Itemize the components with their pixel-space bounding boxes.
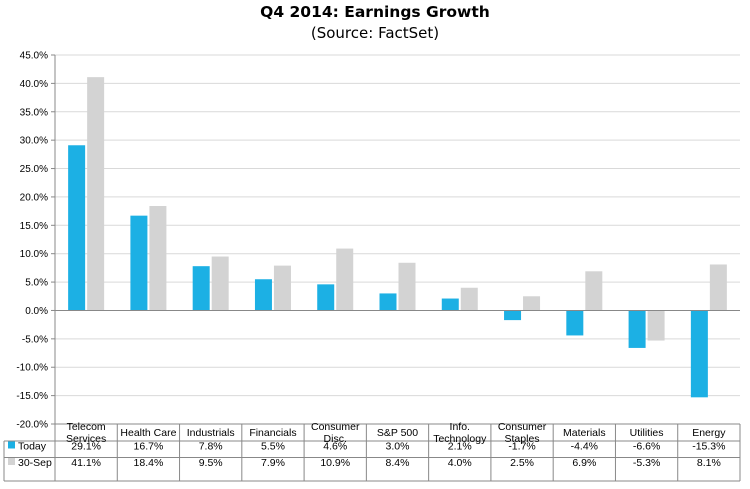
data-label: 6.9% [572,457,596,469]
data-label: 10.9% [320,457,350,469]
data-label: 29.1% [71,441,101,453]
chart-title: Q4 2014: Earnings Growth [260,3,490,21]
category-label: Financials [249,427,296,439]
category-label: Technology [433,433,487,445]
bar-30-sep [523,296,541,311]
data-label: 8.1% [697,457,721,469]
y-tick-label: -5.0% [22,334,48,345]
data-label: 41.1% [71,457,101,469]
y-tick-label: 40.0% [20,79,48,90]
category-label: Energy [692,427,726,439]
category-label: Telecom [67,421,106,433]
y-tick-label: 10.0% [20,249,48,260]
y-tick-label: 45.0% [20,51,48,62]
bars [55,77,740,398]
data-label: -15.3% [692,441,725,453]
data-label: -5.3% [633,457,660,469]
category-label: Materials [563,427,606,439]
y-tick-label: 35.0% [20,107,48,118]
y-tick-label: 20.0% [20,192,48,203]
bar-today [441,298,459,311]
y-tick-label: 25.0% [20,164,48,175]
bar-today [504,310,522,321]
y-tick-label: 5.0% [25,278,48,289]
data-label: 5.5% [261,441,285,453]
category-label: Services [66,433,106,445]
data-label: 3.0% [386,441,410,453]
data-label: -1.7% [508,441,535,453]
legend-key-today [8,441,15,449]
legend-label: Today [18,441,47,453]
bar-30-sep [647,310,665,341]
legend-key-30-sep [8,458,15,465]
bar-today [254,279,272,311]
category-label: Industrials [187,427,235,439]
data-label: -4.4% [571,441,598,453]
bar-today [566,310,584,336]
data-label: -6.6% [633,441,660,453]
y-tick-label: -20.0% [16,420,48,431]
legend-label: 30-Sep [18,457,52,469]
data-label: 7.9% [261,457,285,469]
bar-30-sep [87,77,105,311]
bar-today [130,215,148,311]
y-axis-ticks: 45.0% 40.0% 35.0% 30.0% 25.0% 20.0% 15.0% 10.0%… [16,51,56,481]
y-tick-label: 15.0% [20,221,48,232]
bar-30-sep [709,264,727,311]
data-label: 16.7% [134,441,164,453]
category-label: Consumer [498,421,547,433]
data-label: 7.8% [199,441,223,453]
category-label: Utilities [630,427,664,439]
data-label: 4.6% [323,441,347,453]
data-label: 18.4% [134,457,164,469]
data-label: 2.1% [448,441,472,453]
data-label: 4.0% [448,457,472,469]
data-label: 8.4% [386,457,410,469]
category-label: Staples [505,433,540,445]
y-tick-label: -10.0% [16,363,48,374]
bar-30-sep [585,271,603,311]
bar-today [690,310,708,398]
bar-30-sep [273,265,291,311]
y-tick-label: -15.0% [16,391,48,402]
bar-30-sep [211,256,229,311]
bar-today [379,293,397,311]
data-label: 9.5% [199,457,223,469]
category-label: Disc. [324,433,347,445]
y-tick-label: 0.0% [25,306,48,317]
data-label: 2.5% [510,457,534,469]
bar-today [317,284,335,311]
bar-30-sep [149,206,167,311]
category-label: Health Care [120,427,176,439]
bar-today [192,266,210,311]
chart-subtitle: (Source: FactSet) [311,24,439,42]
bar-today [68,145,86,311]
bar-30-sep [336,248,354,311]
bar-30-sep [398,262,416,311]
y-tick-label: 30.0% [20,136,48,147]
category-label: S&P 500 [377,427,418,439]
category-label: Info. [450,421,470,433]
bar-30-sep [460,287,478,311]
bar-today [628,310,646,348]
category-label: Consumer [311,421,360,433]
